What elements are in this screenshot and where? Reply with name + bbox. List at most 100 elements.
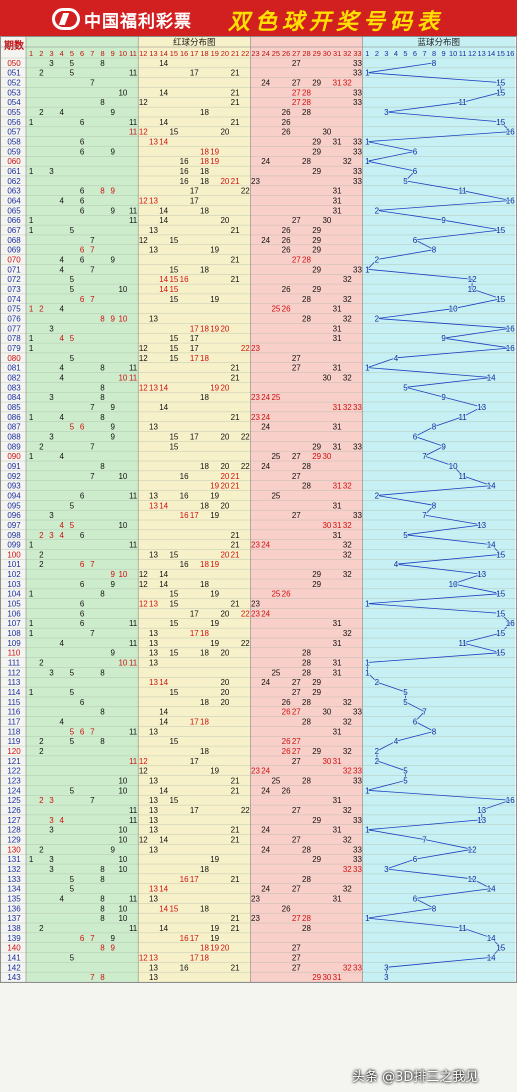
red-ball-number: 33 — [353, 98, 362, 107]
red-ball-number: 32 — [343, 806, 352, 815]
blue-ball-number: 2 — [375, 314, 380, 323]
red-ball-number: 20 — [220, 678, 229, 687]
red-ball-number: 15 — [169, 354, 178, 363]
red-ball-number: 31 — [333, 668, 342, 677]
red-ball-number: 21 — [231, 98, 240, 107]
red-ball-number: 5 — [70, 668, 75, 677]
red-ball-number: 11 — [129, 924, 138, 933]
period-label: 125 — [7, 796, 21, 805]
blue-ball-number: 14 — [487, 541, 496, 550]
red-ball-number: 29 — [312, 688, 321, 697]
red-ball-number: 4 — [59, 894, 64, 903]
red-ball-number: 21 — [231, 924, 240, 933]
red-ball-number: 11 — [129, 619, 138, 628]
red-ball-number: 6 — [80, 580, 85, 589]
red-ball-number: 7 — [90, 973, 95, 982]
red-ball-number: 7 — [90, 265, 95, 274]
red-ball-number: 23 — [251, 541, 260, 550]
red-ball-number: 19 — [210, 924, 219, 933]
red-ball-number: 28 — [302, 98, 311, 107]
period-label: 140 — [7, 944, 21, 953]
red-ball-number: 9 — [110, 570, 115, 579]
blue-ball-number: 9 — [441, 393, 446, 402]
red-ball-number: 13 — [149, 423, 158, 432]
red-ball-number: 10 — [118, 521, 127, 530]
red-ball-number: 7 — [90, 442, 95, 451]
period-label: 136 — [7, 904, 21, 913]
red-ball-number: 7 — [90, 934, 95, 943]
red-ball-number: 15 — [169, 688, 178, 697]
red-ball-number: 29 — [312, 442, 321, 451]
red-ball-number: 5 — [70, 334, 75, 343]
blue-ball-number: 15 — [496, 649, 505, 658]
red-ball-number: 21 — [231, 275, 240, 284]
red-ball-number: 8 — [100, 973, 105, 982]
red-ball-number: 27 — [292, 944, 301, 953]
red-ball-number: 24 — [261, 845, 270, 854]
red-ball-number: 7 — [90, 246, 95, 255]
red-ball-number: 5 — [70, 521, 75, 530]
blue-ball-number: 6 — [413, 236, 418, 245]
red-ball-number: 27 — [292, 59, 301, 68]
red-ball-number: 19 — [210, 944, 219, 953]
red-ball-number: 14 — [159, 904, 168, 913]
red-ball-number: 4 — [59, 373, 64, 382]
red-ball-number: 32 — [343, 482, 352, 491]
red-ball-number: 14 — [159, 580, 168, 589]
period-label: 132 — [7, 865, 21, 874]
red-column-number: 26 — [282, 49, 290, 58]
red-ball-number: 17 — [190, 953, 199, 962]
red-ball-number: 13 — [149, 727, 158, 736]
red-ball-number: 33 — [353, 777, 362, 786]
period-label: 050 — [7, 59, 21, 68]
red-ball-number: 33 — [353, 865, 362, 874]
period-label: 113 — [8, 678, 21, 687]
red-ball-number: 31 — [333, 501, 342, 510]
red-ball-number: 24 — [261, 826, 270, 835]
red-ball-number: 26 — [282, 236, 291, 245]
blue-ball-number: 5 — [403, 383, 408, 392]
period-label: 057 — [7, 128, 21, 137]
red-ball-number: 14 — [159, 718, 168, 727]
period-label: 058 — [7, 138, 21, 147]
red-ball-number: 24 — [261, 541, 270, 550]
red-ball-number: 29 — [312, 167, 321, 176]
red-ball-number: 23 — [251, 609, 260, 618]
red-zone-1-bg — [26, 36, 139, 983]
blue-ball-number: 14 — [487, 885, 496, 894]
red-ball-number: 29 — [312, 138, 321, 147]
red-ball-number: 27 — [292, 216, 301, 225]
red-ball-number: 21 — [231, 364, 240, 373]
red-ball-number: 19 — [210, 639, 219, 648]
red-ball-number: 18 — [200, 560, 209, 569]
red-ball-number: 26 — [282, 590, 291, 599]
period-label: 069 — [7, 246, 21, 255]
blue-ball-number: 12 — [468, 875, 477, 884]
red-ball-number: 9 — [110, 206, 115, 215]
red-ball-number: 30 — [322, 521, 331, 530]
period-label: 121 — [7, 757, 21, 766]
red-ball-number: 13 — [149, 600, 158, 609]
red-ball-number: 30 — [322, 973, 331, 982]
red-ball-number: 5 — [70, 285, 75, 294]
red-ball-number: 7 — [90, 727, 95, 736]
blue-ball-number: 7 — [422, 835, 427, 844]
red-column-number: 19 — [211, 49, 219, 58]
blue-ball-number: 6 — [413, 718, 418, 727]
red-ball-number: 14 — [159, 138, 168, 147]
red-ball-number: 31 — [333, 364, 342, 373]
blue-ball-number: 1 — [365, 265, 370, 274]
lottery-logo-icon — [52, 8, 80, 30]
red-ball-number: 7 — [90, 236, 95, 245]
red-ball-number: 10 — [118, 865, 127, 874]
blue-ball-number: 13 — [477, 403, 486, 412]
period-label: 067 — [7, 226, 21, 235]
red-ball-number: 24 — [261, 393, 270, 402]
red-ball-number: 32 — [343, 275, 352, 284]
red-ball-number: 2 — [39, 560, 44, 569]
period-label: 087 — [7, 423, 21, 432]
red-ball-number: 19 — [210, 934, 219, 943]
welfare-lottery-logo: 中国福利彩票 — [52, 7, 192, 32]
blue-ball-number: 5 — [403, 531, 408, 540]
period-label: 074 — [7, 295, 21, 304]
